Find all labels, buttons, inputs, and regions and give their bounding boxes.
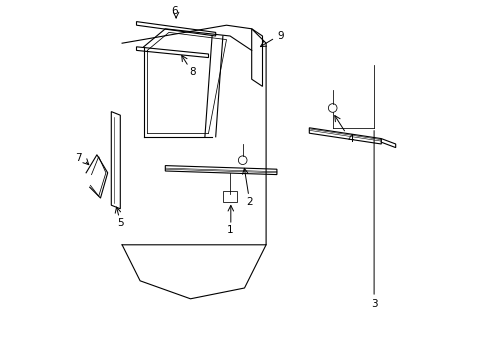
Circle shape: [238, 156, 246, 165]
Polygon shape: [251, 29, 262, 86]
Text: 2: 2: [246, 197, 253, 207]
Polygon shape: [165, 166, 276, 175]
Text: 8: 8: [188, 67, 195, 77]
Circle shape: [328, 104, 336, 112]
Text: 5: 5: [117, 218, 123, 228]
Polygon shape: [309, 128, 381, 144]
Polygon shape: [136, 22, 215, 36]
Text: 7: 7: [76, 153, 82, 163]
Polygon shape: [111, 112, 120, 209]
Text: 6: 6: [171, 6, 177, 16]
Polygon shape: [223, 191, 237, 202]
Polygon shape: [136, 47, 208, 58]
Text: 1: 1: [226, 225, 233, 235]
Text: 4: 4: [346, 134, 353, 144]
Text: 9: 9: [277, 31, 283, 41]
Text: 3: 3: [370, 299, 377, 309]
Polygon shape: [381, 139, 395, 148]
